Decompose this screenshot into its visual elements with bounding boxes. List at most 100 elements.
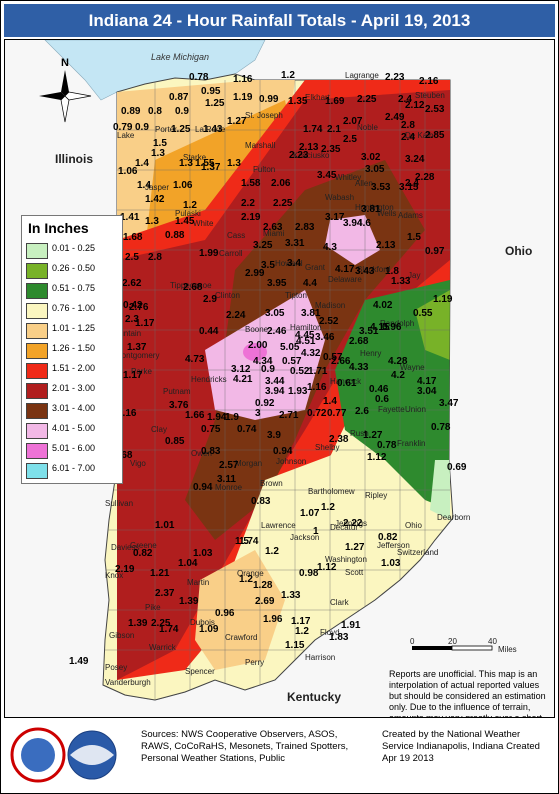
county-name: Gibson (109, 631, 134, 640)
county-name: Hendricks (191, 375, 227, 384)
rainfall-value: 1.93 (288, 386, 308, 397)
legend-entry: 0.26 - 0.50 (26, 260, 120, 280)
rainfall-value: 1.58 (241, 178, 261, 189)
rainfall-value: 2.68 (349, 336, 369, 347)
rainfall-value: 1.2 (295, 626, 309, 637)
zone-501-600 (243, 343, 267, 361)
rainfall-value: 2.23 (385, 72, 405, 83)
rainfall-value: 1.16 (307, 382, 327, 393)
rainfall-value: 2.3 (125, 314, 139, 325)
rainfall-value: 1.33 (391, 276, 411, 287)
county-name: Carroll (219, 249, 243, 258)
rainfall-value: 2.13 (376, 240, 396, 251)
title-bar: Indiana 24 - Hour Rainfall Totals - Apri… (4, 4, 555, 37)
legend-swatch (26, 443, 48, 459)
county-name: Brown (260, 479, 283, 488)
county-name: Vanderburgh (105, 678, 151, 687)
county-name: Ohio (405, 521, 422, 530)
rainfall-value: 2.4 (405, 178, 419, 189)
rainfall-value: 4.4 (303, 278, 317, 289)
rainfall-value: 0.52 (290, 366, 310, 377)
rainfall-value: 0.42 (123, 300, 143, 311)
legend-title: In Inches (28, 220, 89, 236)
scale-tick-20: 20 (448, 637, 457, 646)
rainfall-value: 1.2 (183, 200, 197, 211)
rainfall-value: 0.99 (259, 94, 279, 105)
county-name: Johnson (276, 457, 306, 466)
county-name: Jackson (290, 533, 319, 542)
rainfall-value: 3.05 (365, 164, 385, 175)
county-name: Decatur (330, 523, 358, 532)
rainfall-value: 2.38 (329, 434, 349, 445)
rainfall-value: 1.27 (227, 116, 247, 127)
rainfall-value: 2.46 (267, 326, 287, 337)
county-name: Wabash (325, 193, 354, 202)
county-name: Lagrange (345, 71, 379, 80)
rainfall-values: 0.78 1.16 1.20.870.951.19 0.99 1.35 1.692.23 2… (69, 70, 467, 667)
rainfall-value: 0.83 (201, 446, 221, 457)
county-name: White (193, 219, 214, 228)
rainfall-value: 0.9 (261, 364, 275, 375)
rainfall-value: 3.81 (361, 204, 381, 215)
rainfall-value: 4.21 (233, 374, 253, 385)
county-name: Fayette (378, 405, 405, 414)
rainfall-value: 0.92 (255, 398, 275, 409)
rainfall-value: 1.2 (281, 70, 295, 81)
county-name: Bartholomew (308, 487, 355, 496)
rainfall-value: 0.61 (337, 378, 357, 389)
rainfall-value: 3.02 (361, 152, 381, 163)
legend-swatch (26, 423, 48, 439)
county-name: Jay (408, 271, 420, 280)
county-boundaries (105, 80, 450, 700)
legend-label: 5.01 - 6.00 (52, 443, 96, 453)
zone-026-050 (415, 290, 450, 360)
rainfall-value: 4.2 (391, 370, 405, 381)
rainfall-value: 3.47 (439, 398, 459, 409)
rainfall-value: 3.81 (301, 308, 321, 319)
legend-label: 1.51 - 2.00 (52, 363, 96, 373)
rainfall-value: 3.24 (405, 154, 425, 165)
rainfall-value: 1.3 (145, 216, 159, 227)
county-name: Clay (151, 425, 167, 434)
rainfall-value: 3.12 (231, 364, 251, 375)
rainfall-value: 2.5 (343, 134, 357, 145)
rainfall-value: 3.17 (325, 212, 345, 223)
rainfall-value: 3.15 (399, 182, 419, 193)
rainfall-value: 0.94 (193, 482, 213, 493)
county-name: Randolph (380, 319, 414, 328)
rainfall-value: 3.04 (417, 386, 437, 397)
county-name: Allen (355, 179, 373, 188)
rainfall-value: 1.17 (291, 616, 311, 627)
zone-401-500-north (325, 215, 380, 265)
rainfall-value: 2.49 (385, 112, 405, 123)
rainfall-value: 1.5 (153, 138, 167, 149)
rainfall-value: 4.3 (323, 242, 337, 253)
county-name: Shelby (315, 443, 339, 452)
rainfall-value: 1.4 (135, 158, 149, 169)
rainfall-value: 0.79 (113, 122, 133, 133)
rainfall-value: 3.11 (217, 474, 236, 485)
rainfall-value: 0.95 (201, 86, 221, 97)
rainfall-value: 1.42 (145, 194, 165, 205)
rainfall-value: 0.78 (377, 440, 397, 451)
rainfall-value: 1.94 (207, 412, 227, 423)
rainfall-value: 0.57 (323, 352, 343, 363)
rainfall-value: 3.94 (265, 386, 285, 397)
legend: In Inches 0.01 - 0.25 0.26 - 0.50 0.51 - 0… (21, 215, 123, 484)
rainfall-value: 2.52 (319, 316, 339, 327)
legend-swatch (26, 383, 48, 399)
rainfall-value: 3.5 (261, 260, 275, 271)
rainfall-value: 2.62 (122, 278, 142, 289)
rainfall-value: 2.22 (343, 518, 363, 529)
rainfall-value: 2.53 (425, 104, 445, 115)
county-name: Grant (305, 263, 326, 272)
rainfall-value: 3.95 (267, 278, 287, 289)
rainfall-value: 1 (313, 526, 319, 537)
map-area: N Lake Porter La Porte St. Joseph Elkhart Lag… (4, 39, 555, 718)
rainfall-value: 1.37 (127, 342, 147, 353)
rainfall-value: 2.24 (226, 310, 246, 321)
scale-tick-0: 0 (410, 637, 415, 646)
illinois-label: Illinois (55, 152, 94, 166)
rainfall-value: 1.19 (433, 294, 453, 305)
legend-label: 4.01 - 5.00 (52, 423, 96, 433)
